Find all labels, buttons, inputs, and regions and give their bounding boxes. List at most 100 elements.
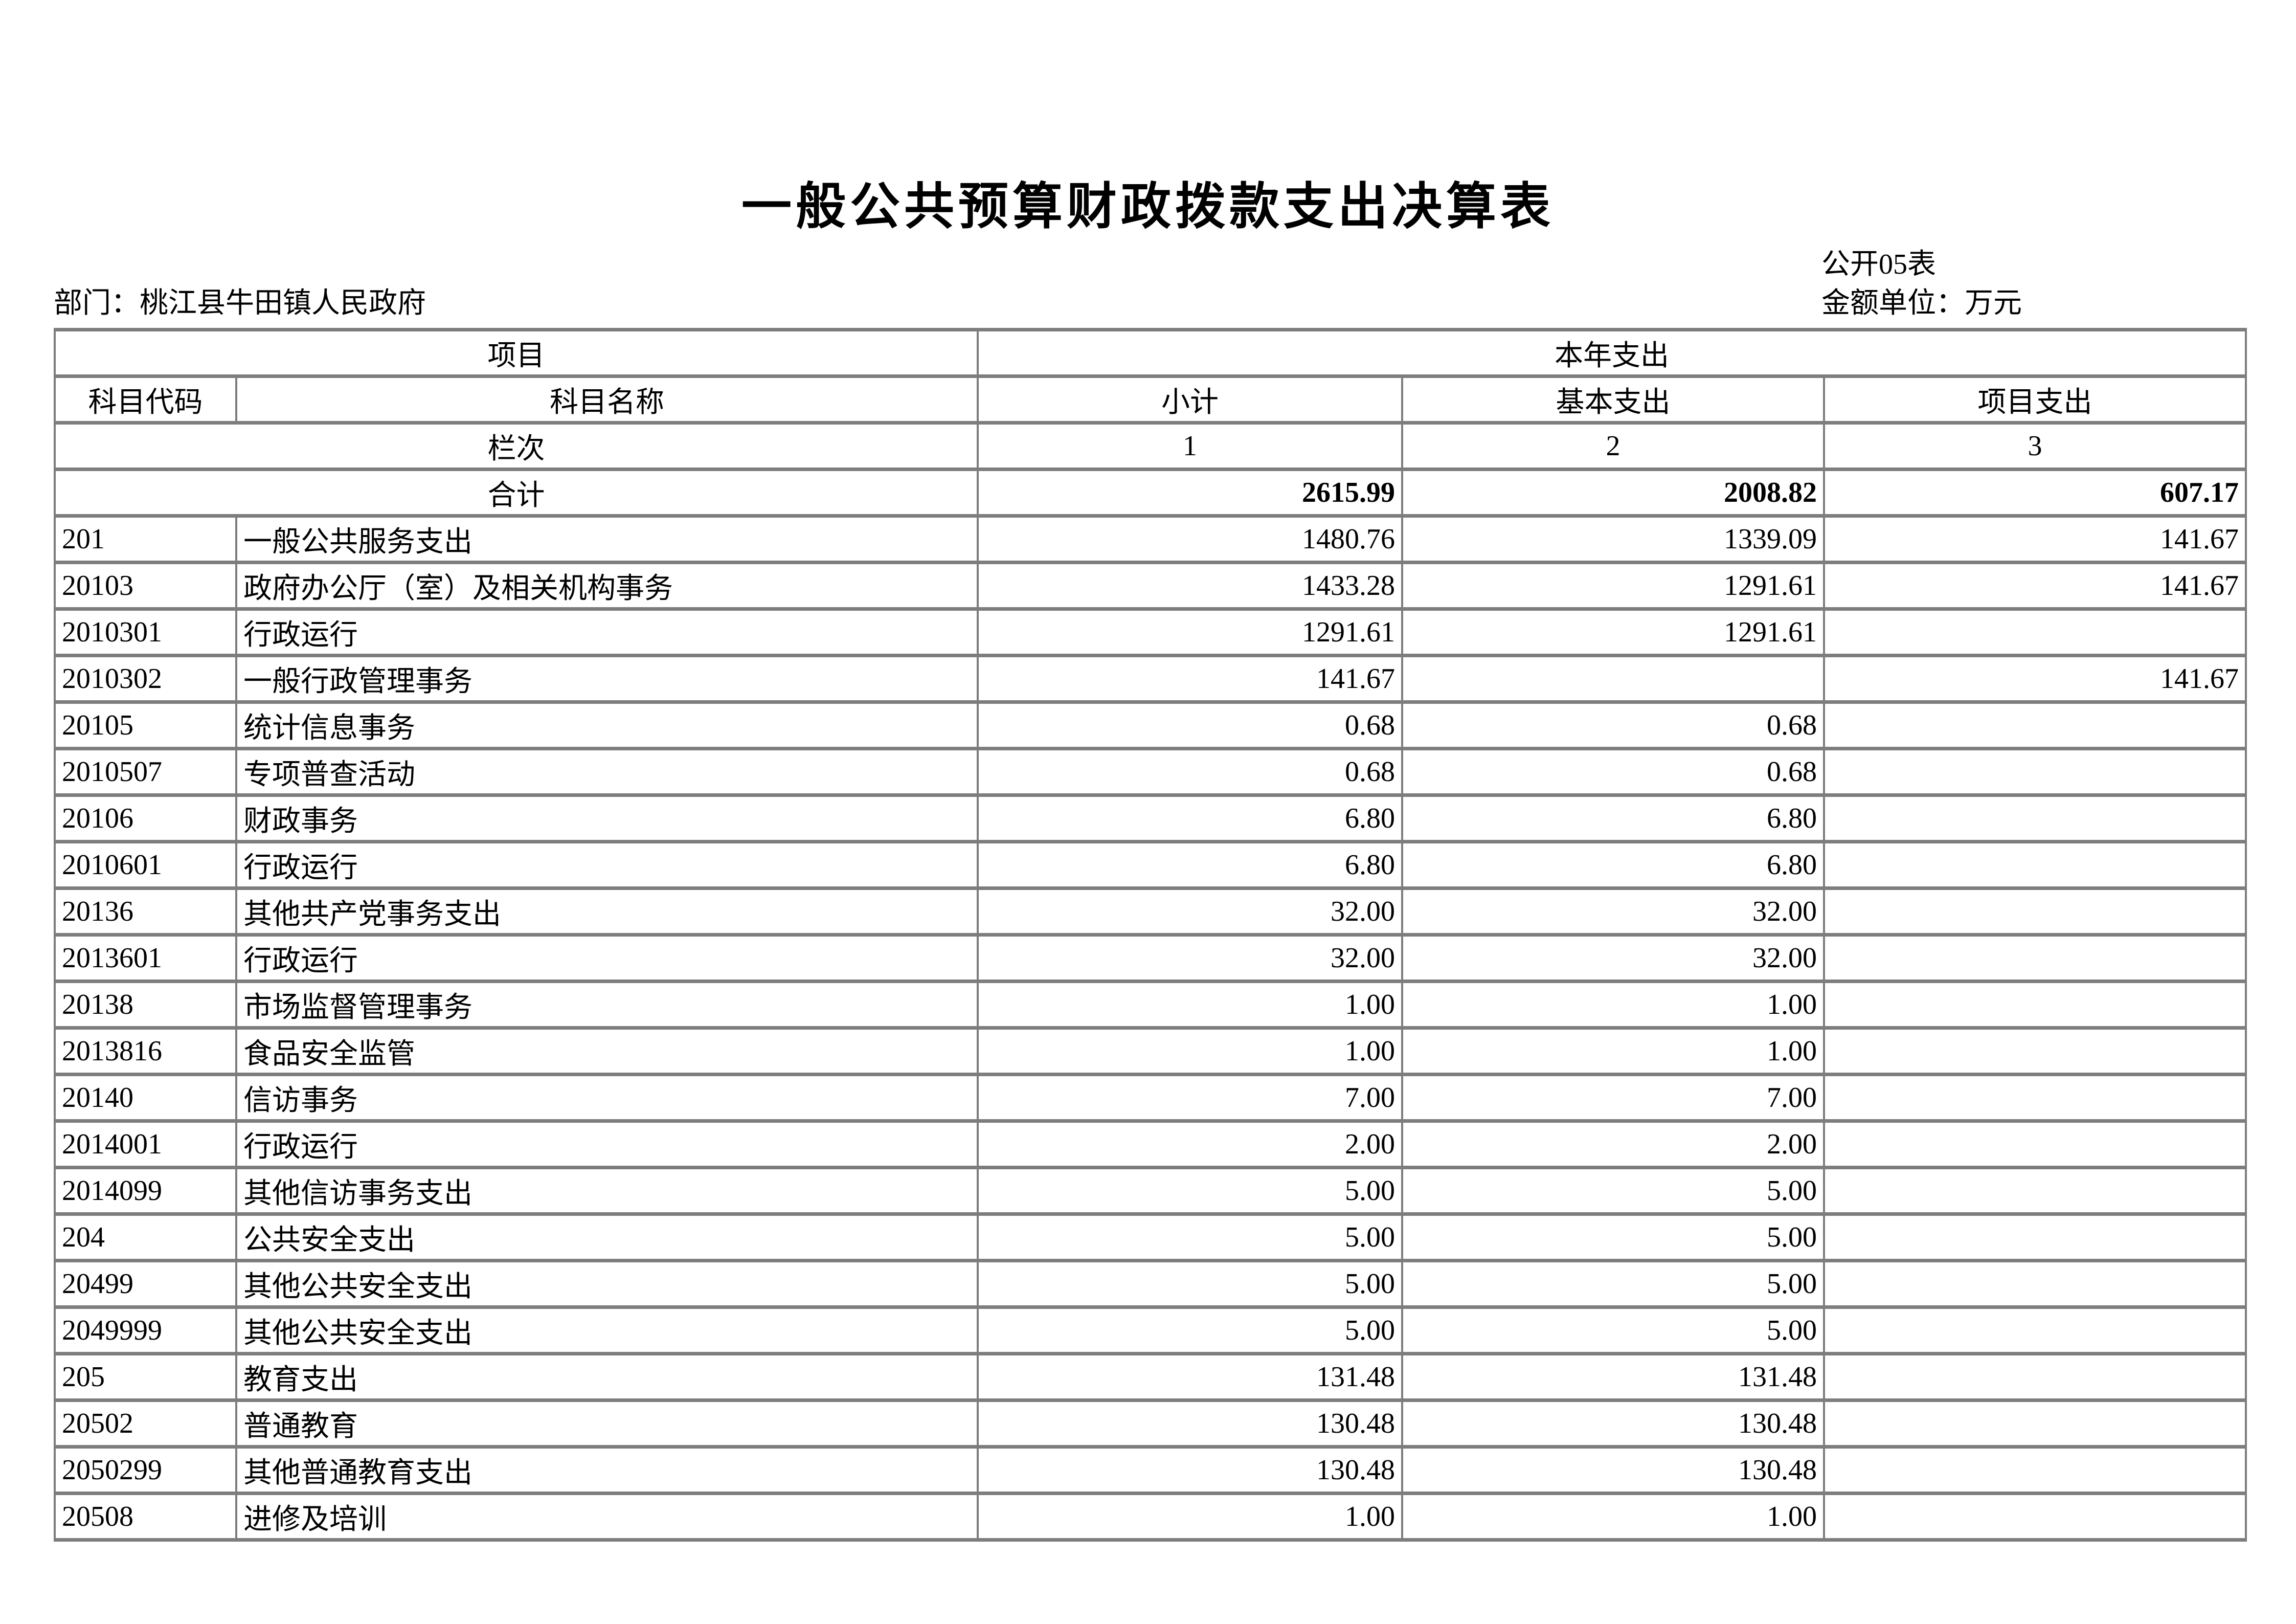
basic-cell: 7.00: [1401, 1073, 1825, 1123]
project-cell: [1823, 793, 2247, 843]
subtotal-cell: 32.00: [977, 933, 1403, 983]
subject-name-cell: 食品安全监管: [235, 1026, 979, 1076]
subject-code-cell: 2010601: [54, 840, 237, 890]
basic-cell: [1401, 654, 1825, 704]
project-cell: 141.67: [1823, 514, 2247, 564]
basic-cell: 32.00: [1401, 886, 1825, 937]
subject-code-cell: 20140: [54, 1073, 237, 1123]
table-row: 20502 普通教育 130.48 130.48: [54, 1398, 2247, 1449]
unit-label: 金额单位：万元: [1821, 287, 2022, 319]
department-label: 部门：桃江县牛田镇人民政府: [54, 287, 426, 319]
subject-code-cell: 205: [54, 1352, 237, 1402]
table-row: 2013601 行政运行 32.00 32.00: [54, 933, 2247, 983]
subject-name-cell: 教育支出: [235, 1352, 979, 1402]
subtotal-cell: 5.00: [977, 1212, 1403, 1262]
subtotal-cell: 5.00: [977, 1259, 1403, 1309]
basic-cell: 0.68: [1401, 700, 1825, 750]
project-cell: [1823, 1352, 2247, 1402]
table-body: 项目 本年支出 科目代码 科目名称 小计 基本支出 项目支出 栏次 1 2 3 …: [54, 328, 2247, 1542]
header-column-index-label: 栏次: [54, 421, 979, 471]
header-column-index-2: 2: [1401, 421, 1825, 471]
subtotal-cell: 1.00: [977, 1492, 1403, 1542]
table-row: 2014099 其他信访事务支出 5.00 5.00: [54, 1166, 2247, 1216]
basic-cell: 1291.61: [1401, 607, 1825, 657]
subject-name-cell: 市场监督管理事务: [235, 980, 979, 1030]
table-row: 2010507 专项普查活动 0.68 0.68: [54, 747, 2247, 797]
table-row: 20106 财政事务 6.80 6.80: [54, 793, 2247, 843]
subtotal-cell: 130.48: [977, 1445, 1403, 1495]
basic-cell: 32.00: [1401, 933, 1825, 983]
basic-cell: 1291.61: [1401, 561, 1825, 611]
project-cell: [1823, 747, 2247, 797]
subject-code-cell: 20136: [54, 886, 237, 937]
header-row-groups: 项目 本年支出: [54, 328, 2247, 378]
subject-code-cell: 2049999: [54, 1305, 237, 1355]
subtotal-cell: 7.00: [977, 1073, 1403, 1123]
subject-name-cell: 其他共产党事务支出: [235, 886, 979, 937]
header-project-group: 项目: [54, 328, 979, 378]
subject-code-cell: 20502: [54, 1398, 237, 1449]
basic-cell: 130.48: [1401, 1398, 1825, 1449]
project-cell: [1823, 980, 2247, 1030]
total-basic-cell: 2008.82: [1401, 468, 1825, 518]
table-row: 2014001 行政运行 2.00 2.00: [54, 1119, 2247, 1169]
subject-name-cell: 一般行政管理事务: [235, 654, 979, 704]
subject-code-cell: 2014099: [54, 1166, 237, 1216]
subject-name-cell: 行政运行: [235, 840, 979, 890]
header-subject-code: 科目代码: [54, 374, 237, 425]
basic-cell: 1.00: [1401, 980, 1825, 1030]
table-row: 20499 其他公共安全支出 5.00 5.00: [54, 1259, 2247, 1309]
subject-code-cell: 2010507: [54, 747, 237, 797]
subject-name-cell: 其他普通教育支出: [235, 1445, 979, 1495]
subject-name-cell: 其他公共安全支出: [235, 1259, 979, 1309]
subject-name-cell: 公共安全支出: [235, 1212, 979, 1262]
project-cell: [1823, 1073, 2247, 1123]
subtotal-cell: 1.00: [977, 980, 1403, 1030]
header-column-index-1: 1: [977, 421, 1403, 471]
subtotal-cell: 131.48: [977, 1352, 1403, 1402]
project-cell: [1823, 1492, 2247, 1542]
table-row: 2050299 其他普通教育支出 130.48 130.48: [54, 1445, 2247, 1495]
basic-cell: 1.00: [1401, 1026, 1825, 1076]
subject-name-cell: 财政事务: [235, 793, 979, 843]
subtotal-cell: 1480.76: [977, 514, 1403, 564]
subject-name-cell: 行政运行: [235, 607, 979, 657]
subject-code-cell: 2010301: [54, 607, 237, 657]
basic-cell: 5.00: [1401, 1305, 1825, 1355]
project-cell: [1823, 840, 2247, 890]
table-row: 2049999 其他公共安全支出 5.00 5.00: [54, 1305, 2247, 1355]
subtotal-cell: 1.00: [977, 1026, 1403, 1076]
subject-code-cell: 20138: [54, 980, 237, 1030]
table-row: 2010301 行政运行 1291.61 1291.61: [54, 607, 2247, 657]
subtotal-cell: 1433.28: [977, 561, 1403, 611]
table-code-label: 公开05表: [1821, 249, 1936, 280]
project-cell: [1823, 1119, 2247, 1169]
subtotal-cell: 32.00: [977, 886, 1403, 937]
basic-cell: 1339.09: [1401, 514, 1825, 564]
project-cell: [1823, 1212, 2247, 1262]
subtotal-cell: 5.00: [977, 1166, 1403, 1216]
header-subject-name: 科目名称: [235, 374, 979, 425]
table-row: 20138 市场监督管理事务 1.00 1.00: [54, 980, 2247, 1030]
table-row: 2010601 行政运行 6.80 6.80: [54, 840, 2247, 890]
subtotal-cell: 6.80: [977, 840, 1403, 890]
total-label-cell: 合计: [54, 468, 979, 518]
subject-name-cell: 其他信访事务支出: [235, 1166, 979, 1216]
subject-name-cell: 普通教育: [235, 1398, 979, 1449]
header-row-indices: 栏次 1 2 3: [54, 421, 2247, 471]
subtotal-cell: 0.68: [977, 700, 1403, 750]
subtotal-cell: 1291.61: [977, 607, 1403, 657]
budget-table: 项目 本年支出 科目代码 科目名称 小计 基本支出 项目支出 栏次 1 2 3 …: [54, 328, 2247, 1542]
subject-code-cell: 20499: [54, 1259, 237, 1309]
subject-code-cell: 2014001: [54, 1119, 237, 1169]
subject-name-cell: 一般公共服务支出: [235, 514, 979, 564]
subject-code-cell: 20103: [54, 561, 237, 611]
header-column-index-3: 3: [1823, 421, 2247, 471]
subject-code-cell: 2013816: [54, 1026, 237, 1076]
table-row: 205 教育支出 131.48 131.48: [54, 1352, 2247, 1402]
header-project-expenditure: 项目支出: [1823, 374, 2247, 425]
table-row: 20136 其他共产党事务支出 32.00 32.00: [54, 886, 2247, 937]
table-row: 2013816 食品安全监管 1.00 1.00: [54, 1026, 2247, 1076]
total-row: 合计 2615.99 2008.82 607.17: [54, 468, 2247, 518]
